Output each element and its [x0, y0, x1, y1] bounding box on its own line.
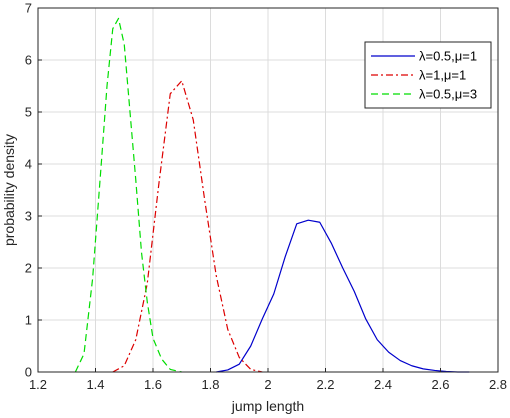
y-tick-label: 6 — [25, 53, 32, 68]
x-axis: 1.2 1.4 1.6 1.8 2 2.2 2.4 2.6 2.8 — [29, 368, 507, 392]
y-tick-label: 4 — [25, 157, 32, 172]
x-tick-label: 1.4 — [86, 377, 104, 392]
series-line-3 — [74, 17, 182, 373]
x-tick-label: 1.8 — [201, 377, 219, 392]
series-line-1 — [216, 219, 470, 373]
y-tick-label: 7 — [25, 1, 32, 16]
x-axis-label: jump length — [231, 398, 304, 414]
x-tick-label: 2.4 — [374, 377, 392, 392]
legend-label-3: λ=0.5,μ=3 — [419, 87, 477, 102]
x-tick-label: 2.2 — [316, 377, 334, 392]
x-tick-label: 2.6 — [431, 377, 449, 392]
y-axis-label: probability density — [1, 134, 17, 246]
y-tick-label: 2 — [25, 261, 32, 276]
y-tick-label: 5 — [25, 105, 32, 120]
y-tick-label: 3 — [25, 209, 32, 224]
y-axis: 0 1 2 3 4 5 6 7 — [25, 1, 42, 380]
y-tick-label: 1 — [25, 313, 32, 328]
x-tick-label: 1.6 — [144, 377, 162, 392]
y-tick-label: 0 — [25, 365, 32, 380]
legend-label-2: λ=1,μ=1 — [419, 68, 466, 83]
series-line-2 — [112, 80, 263, 373]
x-tick-label: 1.2 — [29, 377, 47, 392]
legend: λ=0.5,μ=1 λ=1,μ=1 λ=0.5,μ=3 — [364, 41, 492, 109]
series-layer — [74, 17, 470, 373]
grid — [38, 8, 498, 372]
x-tick-label: 2 — [264, 377, 271, 392]
x-tick-label: 2.8 — [489, 377, 507, 392]
legend-label-1: λ=0.5,μ=1 — [419, 49, 477, 64]
